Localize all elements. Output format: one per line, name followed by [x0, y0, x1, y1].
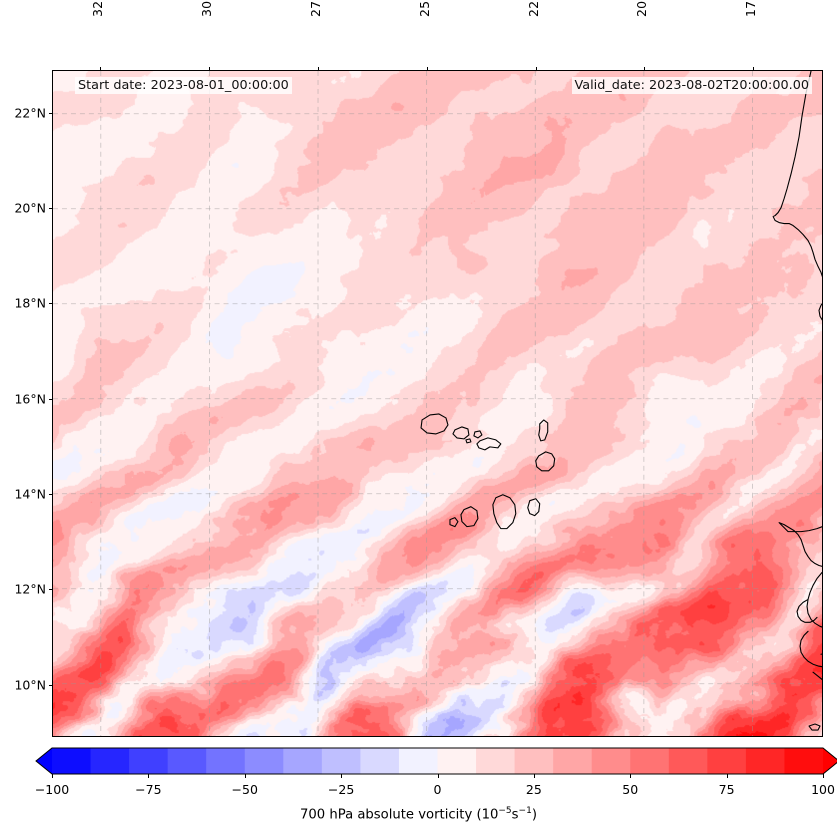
colorbar-band [129, 748, 169, 774]
y-tick-label: 12°N [14, 581, 46, 597]
colorbar-gradient [35, 747, 837, 775]
y-tick-mark [48, 398, 52, 400]
y-tick-mark [48, 494, 52, 496]
start-date-annotation: Start date: 2023-08-01_00:00:00 [75, 77, 292, 94]
colorbar-band [360, 748, 400, 774]
colorbar-band [784, 748, 824, 774]
colorbar-tick-label: 25 [525, 782, 542, 797]
colorbar-tick-mark [148, 774, 150, 778]
colorbar-label-exp1: −5 [498, 806, 512, 816]
colorbar-tick-label: −25 [327, 782, 355, 797]
y-tick-mark [48, 303, 52, 305]
colorbar-band [90, 748, 130, 774]
x-tick-label: 32.5°W [90, 0, 105, 17]
y-tick-mark [48, 589, 52, 591]
colorbar-tick-mark [630, 774, 632, 778]
y-tick-label: 20°N [14, 200, 46, 216]
colorbar-axis-label: 700 hPa absolute vorticity (10−5s−1) [0, 806, 837, 822]
colorbar[interactable] [35, 747, 837, 775]
x-tick-mark [535, 66, 537, 70]
colorbar-label-close: ) [531, 807, 537, 823]
y-tick-label: 14°N [14, 486, 46, 502]
colorbar-band [52, 748, 92, 774]
colorbar-tick-label: 0 [433, 782, 442, 797]
colorbar-band [668, 748, 708, 774]
colorbar-band [437, 748, 477, 774]
colorbar-extend-high-arrow [823, 748, 837, 774]
colorbar-tick-mark [52, 774, 53, 778]
x-tick-label: 22.5°W [526, 0, 541, 17]
colorbar-band [514, 748, 554, 774]
colorbar-tick-label: 50 [622, 782, 639, 797]
colorbar-tick-mark [823, 774, 824, 778]
x-tick-label: 25°W [417, 0, 432, 17]
colorbar-tick-mark [437, 774, 439, 778]
valid-date-annotation: Valid_date: 2023-08-02T20:00:00.00 [571, 77, 812, 94]
colorbar-tick-label: −50 [231, 782, 258, 797]
colorbar-band [745, 748, 785, 774]
x-tick-label: 17.5°W [743, 0, 758, 17]
colorbar-label-mid: s [511, 807, 519, 823]
colorbar-label-text: 700 hPa absolute vorticity (10 [300, 807, 499, 823]
colorbar-label-exp2: −1 [518, 806, 532, 816]
y-tick-label: 10°N [14, 677, 46, 693]
y-tick-mark [48, 112, 52, 114]
colorbar-tick-label: −100 [34, 782, 70, 797]
y-tick-label: 18°N [14, 295, 46, 311]
colorbar-tick-mark [244, 774, 246, 778]
x-tick-label: 20°W [634, 0, 649, 17]
colorbar-band [167, 748, 207, 774]
colorbar-band [591, 748, 631, 774]
x-tick-mark [208, 66, 210, 70]
x-tick-mark [99, 66, 101, 70]
map-plot-area[interactable]: Start date: 2023-08-01_00:00:00 Valid_da… [52, 70, 823, 737]
colorbar-tick-label: −75 [135, 782, 162, 797]
x-tick-mark [426, 66, 428, 70]
colorbar-band [707, 748, 747, 774]
y-tick-mark [48, 208, 52, 210]
colorbar-tick-mark [341, 774, 343, 778]
x-tick-label: 30°W [199, 0, 214, 17]
y-tick-mark [48, 684, 52, 686]
colorbar-band [206, 748, 246, 774]
colorbar-band [283, 748, 323, 774]
y-tick-label: 22°N [14, 105, 46, 121]
colorbar-band [321, 748, 361, 774]
colorbar-tick-mark [533, 774, 535, 778]
colorbar-tick-mark [726, 774, 728, 778]
colorbar-extend-low-arrow [36, 748, 52, 774]
colorbar-band [398, 748, 438, 774]
colorbar-tick-label: 75 [718, 782, 735, 797]
colorbar-band [553, 748, 593, 774]
colorbar-tick-label: 100 [811, 782, 835, 797]
colorbar-band [244, 748, 284, 774]
x-tick-mark [644, 66, 646, 70]
colorbar-band [476, 748, 516, 774]
x-tick-label: 27.5°W [308, 0, 323, 17]
x-tick-mark [317, 66, 319, 70]
vorticity-field [53, 71, 822, 736]
y-tick-label: 16°N [14, 391, 46, 407]
x-tick-mark [753, 66, 755, 70]
colorbar-band [630, 748, 670, 774]
